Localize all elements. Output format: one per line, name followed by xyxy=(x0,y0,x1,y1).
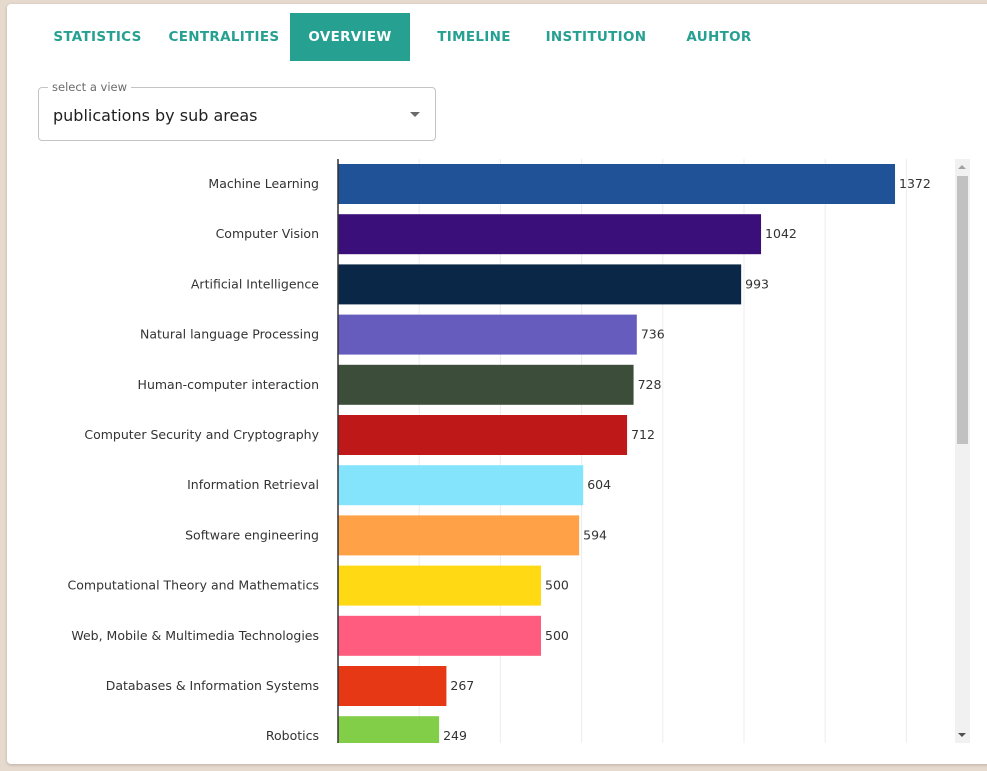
value-label: 728 xyxy=(638,377,662,392)
value-label: 736 xyxy=(641,327,665,342)
bar[interactable] xyxy=(338,666,447,706)
tab-timeline[interactable]: TIMELINE xyxy=(437,29,511,45)
category-label: Databases & Information Systems xyxy=(106,678,319,693)
tab-institution[interactable]: INSTITUTION xyxy=(545,29,647,45)
bar[interactable] xyxy=(338,716,440,743)
value-label: 712 xyxy=(631,427,655,442)
category-label: Software engineering xyxy=(185,527,319,542)
value-label: 267 xyxy=(450,678,474,693)
category-label: Machine Learning xyxy=(208,176,319,191)
value-label: 1372 xyxy=(899,176,931,191)
value-label: 249 xyxy=(443,728,467,743)
tab-centralities[interactable]: CENTRALITIES xyxy=(168,29,280,45)
category-label: Artificial Intelligence xyxy=(191,276,319,291)
scroll-up-arrow-icon[interactable] xyxy=(958,165,966,169)
category-label: Natural language Processing xyxy=(140,327,319,342)
category-label: Web, Mobile & Multimedia Technologies xyxy=(71,628,319,643)
bar[interactable] xyxy=(338,615,541,656)
category-label: Computer Vision xyxy=(216,226,319,241)
scroll-down-arrow-icon[interactable] xyxy=(958,733,966,737)
category-label: Information Retrieval xyxy=(187,477,319,492)
value-label: 604 xyxy=(587,477,611,492)
chevron-down-icon xyxy=(410,112,420,117)
scroll-thumb[interactable] xyxy=(957,176,968,444)
value-label: 993 xyxy=(745,276,769,291)
view-select-value: publications by sub areas xyxy=(53,106,258,125)
tab-bar: STATISTICS CENTRALITIES OVERVIEW TIMELIN… xyxy=(7,13,987,61)
view-select-label: select a view xyxy=(48,80,132,94)
bar[interactable] xyxy=(338,465,584,506)
bar-chart-svg: Machine Learning 1372 Computer Vision 1042 A… xyxy=(68,159,931,743)
value-label: 594 xyxy=(583,527,607,542)
bar[interactable] xyxy=(338,314,637,355)
bar-chart: Machine Learning 1372 Computer Vision 1042 A… xyxy=(7,159,970,743)
category-label: Robotics xyxy=(266,728,319,743)
bar[interactable] xyxy=(338,264,742,305)
tab-overview[interactable]: OVERVIEW xyxy=(290,13,410,61)
overview-panel: STATISTICS CENTRALITIES OVERVIEW TIMELIN… xyxy=(7,4,987,764)
bar[interactable] xyxy=(338,565,541,606)
value-label: 500 xyxy=(545,578,569,593)
bar[interactable] xyxy=(338,364,634,405)
category-label: Computational Theory and Mathematics xyxy=(68,578,319,593)
tab-statistics[interactable]: STATISTICS xyxy=(53,29,142,45)
bar[interactable] xyxy=(338,515,580,556)
tab-author[interactable]: AUHTOR xyxy=(686,29,752,45)
view-select[interactable]: select a view publications by sub areas xyxy=(38,80,436,141)
value-label: 500 xyxy=(545,628,569,643)
value-label: 1042 xyxy=(765,226,797,241)
category-label: Computer Security and Cryptography xyxy=(84,427,319,442)
bar[interactable] xyxy=(338,415,628,455)
bar[interactable] xyxy=(338,164,896,204)
chart-scrollbar[interactable] xyxy=(955,159,970,743)
bar[interactable] xyxy=(338,214,762,255)
category-label: Human-computer interaction xyxy=(138,377,319,392)
